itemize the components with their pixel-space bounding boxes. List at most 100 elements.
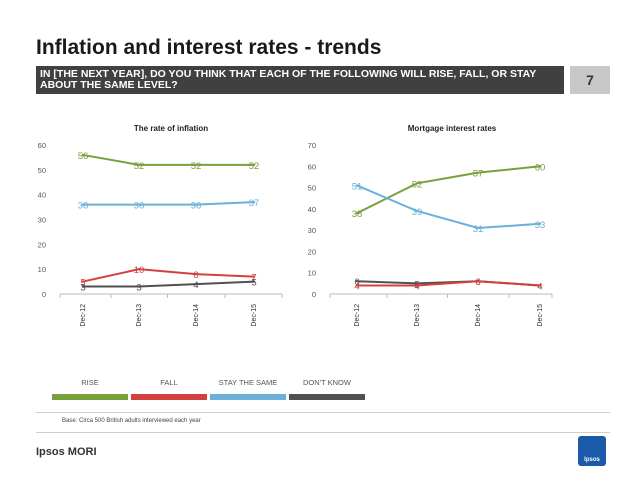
data-label-stay-the-same: 51: [352, 181, 363, 192]
data-label-fall: 8: [193, 270, 198, 281]
data-point-don-t-know: [194, 282, 198, 286]
data-point-stay-the-same: [81, 203, 85, 206]
y-tick-label: 10: [38, 265, 46, 274]
legend-swatch: [131, 394, 207, 400]
y-tick-label: 0: [312, 290, 316, 299]
data-point-rise: [81, 153, 85, 157]
page-number: 7: [570, 66, 610, 94]
legend-label: RISE: [81, 378, 99, 387]
data-point-rise: [194, 163, 198, 167]
data-label-fall: 4: [414, 281, 419, 292]
question-banner: IN [THE NEXT YEAR], DO YOU THINK THAT EA…: [36, 66, 564, 94]
data-label-don-t-know: 4: [193, 280, 198, 291]
data-label-fall: 5: [80, 278, 85, 289]
data-point-stay-the-same: [415, 209, 419, 213]
data-point-stay-the-same: [252, 200, 256, 204]
y-tick-label: 50: [308, 184, 316, 193]
series-line-fall: [357, 280, 541, 287]
data-label-rise: 38: [352, 209, 363, 220]
legend-item-rise: RISE: [52, 378, 128, 400]
data-point-don-t-know: [81, 285, 85, 288]
legend-label: DON'T KNOW: [303, 378, 351, 387]
data-point-fall: [81, 280, 85, 283]
y-tick-label: 20: [308, 247, 316, 256]
data-point-stay-the-same: [355, 184, 359, 187]
data-point-don-t-know: [415, 282, 419, 285]
y-tick-label: 40: [308, 205, 316, 214]
y-tick-label: 0: [42, 290, 46, 299]
legend-swatch: [210, 394, 286, 400]
ipsos-badge-icon: Ipsos: [578, 436, 606, 466]
chart-title: Mortgage interest rates: [408, 124, 497, 133]
y-tick-label: 60: [38, 141, 46, 150]
data-point-don-t-know: [355, 280, 359, 283]
x-tick-label: Dec-13: [136, 304, 143, 327]
x-tick-label: Dec-12: [354, 304, 361, 327]
y-tick-label: 10: [308, 269, 316, 278]
data-label-rise: 52: [412, 179, 423, 190]
series-line-rise: [82, 153, 254, 166]
data-label-fall: 4: [354, 281, 359, 292]
data-label-don-t-know: 4: [537, 281, 542, 292]
chart-title: The rate of inflation: [134, 124, 208, 133]
series-line-stay-the-same: [356, 184, 541, 230]
y-tick-label: 40: [38, 191, 46, 200]
data-point-rise: [355, 211, 359, 215]
data-point-fall: [355, 284, 359, 287]
data-point-fall: [194, 272, 198, 276]
base-note: Base: Circa 500 British adults interview…: [62, 418, 201, 424]
data-label-stay-the-same: 31: [473, 224, 484, 235]
legend-swatch: [52, 394, 128, 400]
x-tick-label: Dec-12: [80, 304, 87, 327]
brand-logo: Ipsos MORI: [36, 446, 97, 458]
data-label-fall: 4: [537, 281, 542, 292]
data-label-rise: 52: [249, 161, 260, 172]
x-tick-label: Dec-15: [537, 304, 544, 327]
data-point-don-t-know: [137, 285, 141, 288]
data-point-rise: [476, 171, 480, 174]
data-point-fall: [137, 267, 141, 271]
page-title: Inflation and interest rates - trends: [36, 36, 382, 59]
x-tick-label: Dec-14: [475, 304, 482, 327]
legend-label: FALL: [160, 378, 178, 387]
data-label-don-t-know: 6: [354, 277, 359, 288]
data-label-rise: 60: [535, 162, 546, 173]
data-label-stay-the-same: 33: [535, 220, 546, 231]
data-label-don-t-know: 5: [251, 278, 256, 289]
data-label-don-t-know: 3: [136, 283, 141, 294]
x-tick-label: Dec-15: [251, 304, 258, 327]
data-label-don-t-know: 3: [80, 283, 85, 294]
x-tick-label: Dec-14: [193, 304, 200, 327]
divider: [36, 432, 610, 433]
data-point-stay-the-same: [194, 203, 198, 206]
legend-item-dont-know: DON'T KNOW: [289, 378, 365, 400]
y-tick-label: 50: [38, 166, 46, 175]
x-tick-label: Dec-13: [414, 304, 421, 327]
data-label-rise: 52: [191, 161, 202, 172]
series-line-don-t-know: [83, 280, 255, 288]
data-point-fall: [252, 275, 256, 278]
data-label-rise: 57: [473, 169, 484, 180]
data-label-rise: 52: [134, 161, 145, 172]
series-line-fall: [82, 268, 255, 283]
data-label-don-t-know: 6: [475, 277, 480, 288]
legend-item-stay-the-same: STAY THE SAME: [210, 378, 286, 400]
data-point-rise: [137, 163, 141, 167]
data-point-rise: [415, 182, 419, 185]
series-line-stay-the-same: [83, 201, 255, 206]
data-point-rise: [538, 165, 542, 168]
data-point-don-t-know: [252, 280, 256, 283]
data-point-fall: [538, 284, 542, 287]
series-line-rise: [356, 165, 541, 215]
data-label-stay-the-same: 36: [78, 201, 89, 212]
data-label-stay-the-same: 37: [249, 198, 260, 209]
divider: [36, 412, 610, 413]
legend-label: STAY THE SAME: [218, 378, 278, 387]
y-tick-label: 20: [38, 240, 46, 249]
data-label-stay-the-same: 36: [191, 201, 202, 212]
data-label-fall: 7: [251, 273, 256, 284]
y-tick-label: 30: [38, 216, 46, 225]
data-label-fall: 10: [134, 265, 145, 276]
data-point-stay-the-same: [137, 203, 141, 206]
